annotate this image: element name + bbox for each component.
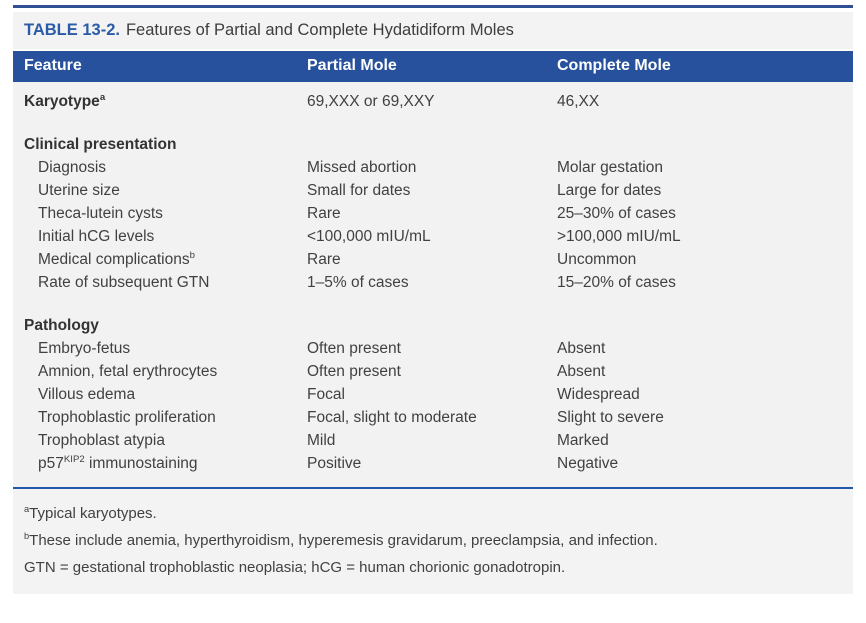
table-13-2: TABLE 13-2. Features of Partial and Compl… [13, 5, 853, 594]
footnote-marker: b [24, 531, 30, 541]
complete-mole-cell: Uncommon [557, 251, 637, 268]
table-row: Embryo-fetus Often present Absent [13, 337, 853, 360]
partial-mole-cell: Mild [307, 432, 336, 449]
superscript: KIP2 [63, 453, 85, 465]
complete-mole-cell: Absent [557, 340, 606, 357]
footnote-line: bThese include anemia, hyperthyroidism, … [24, 531, 658, 549]
section-heading: Clinical presentation [24, 136, 177, 153]
complete-mole-cell: Absent [557, 363, 606, 380]
partial-mole-cell: Missed abortion [307, 159, 417, 176]
table-row: Rate of subsequent GTN 1–5% of cases 15–20… [13, 271, 853, 294]
table-section: Karyotypea 69,XXX or 69,XXY 46,XX [13, 90, 853, 113]
table-row: Trophoblastic proliferation Focal, slight… [13, 406, 853, 429]
feature-cell: Amnion, fetal erythrocytes [13, 360, 307, 383]
footnote-line: GTN = gestational trophoblastic neoplasi… [24, 559, 566, 576]
table-row: Villous edema Focal Widespread [13, 383, 853, 406]
partial-mole-cell: Positive [307, 455, 362, 472]
table-row: Theca-lutein cysts Rare 25–30% of cases [13, 202, 853, 225]
feature-cell: Rate of subsequent GTN [13, 271, 307, 294]
text-fragment: Trophoblast atypia [38, 432, 165, 449]
feature-cell: Uterine size [13, 179, 307, 202]
complete-mole-cell: 25–30% of cases [557, 205, 676, 222]
superscript: b [189, 249, 195, 261]
superscript: a [99, 91, 106, 103]
partial-mole-cell: Often present [307, 363, 401, 380]
feature-cell: Villous edema [13, 383, 307, 406]
complete-mole-cell: 46,XX [557, 93, 600, 110]
table-section: Clinical presentation Diagnosis Missed abo… [13, 133, 853, 294]
footnote-line: aTypical karyotypes. [24, 504, 157, 522]
text-fragment: Medical complications [38, 251, 190, 268]
partial-mole-cell: 1–5% of cases [307, 274, 409, 291]
text-fragment: Diagnosis [38, 159, 107, 176]
section-heading: Pathology [24, 317, 99, 334]
complete-mole-cell: Widespread [557, 386, 640, 403]
complete-mole-cell: Slight to severe [557, 409, 664, 426]
table-title-bar: TABLE 13-2. Features of Partial and Compl… [13, 12, 853, 49]
feature-cell: Diagnosis [13, 156, 307, 179]
partial-mole-cell: Focal, slight to moderate [307, 409, 477, 426]
footnote-marker: a [24, 504, 30, 514]
feature-cell: Theca-lutein cysts [13, 202, 307, 225]
partial-mole-cell: Small for dates [307, 182, 411, 199]
table-number-label: TABLE 13-2. [24, 21, 120, 39]
text-fragment: Trophoblastic proliferation [38, 409, 216, 426]
text-fragment: Villous edema [38, 386, 136, 403]
section-heading-row: Clinical presentation [13, 133, 853, 156]
table-top-rule [13, 5, 853, 8]
complete-mole-cell: Marked [557, 432, 609, 449]
feature-cell: Embryo-fetus [13, 337, 307, 360]
partial-mole-cell: <100,000 mIU/mL [307, 228, 431, 245]
feature-cell: Trophoblast atypia [13, 429, 307, 452]
table-row: Trophoblast atypia Mild Marked [13, 429, 853, 452]
text-fragment: Rate of subsequent GTN [38, 274, 210, 291]
feature-cell: p57KIP2 immunostaining [13, 452, 307, 475]
feature-cell: Trophoblastic proliferation [13, 406, 307, 429]
complete-mole-cell: >100,000 mIU/mL [557, 228, 681, 245]
partial-mole-cell: Rare [307, 205, 341, 222]
text-fragment: Karyotype [24, 93, 100, 110]
footnotes: aTypical karyotypes. bThese include anemi… [13, 489, 853, 594]
table-body: Karyotypea 69,XXX or 69,XXY 46,XX Clinical … [13, 82, 853, 487]
table-row: Medical complicationsb Rare Uncommon [13, 248, 853, 271]
text-fragment: Initial hCG levels [38, 228, 155, 245]
table-row: Amnion, fetal erythrocytes Often present A… [13, 360, 853, 383]
feature-cell: Karyotypea [13, 90, 307, 113]
text-fragment: Uterine size [38, 182, 120, 199]
footnote-divider-rule [13, 487, 853, 489]
table-row: Diagnosis Missed abortion Molar gestation [13, 156, 853, 179]
complete-mole-cell: Negative [557, 455, 619, 472]
column-header-complete-mole: Complete Mole [557, 57, 671, 74]
table-header-row: Feature Partial Mole Complete Mole [13, 51, 853, 82]
feature-cell: Medical complicationsb [13, 248, 307, 271]
table-row: Initial hCG levels <100,000 mIU/mL >100,00… [13, 225, 853, 248]
text-fragment: immunostaining [84, 455, 198, 472]
complete-mole-cell: 15–20% of cases [557, 274, 676, 291]
text-fragment: Embryo-fetus [38, 340, 131, 357]
feature-cell: Initial hCG levels [13, 225, 307, 248]
table-section: Pathology Embryo-fetus Often present Absent… [13, 314, 853, 475]
partial-mole-cell: Often present [307, 340, 401, 357]
partial-mole-cell: Focal [307, 386, 345, 403]
table-row: Karyotypea 69,XXX or 69,XXY 46,XX [13, 90, 853, 113]
complete-mole-cell: Molar gestation [557, 159, 663, 176]
partial-mole-cell: Rare [307, 251, 341, 268]
partial-mole-cell: 69,XXX or 69,XXY [307, 93, 435, 110]
column-header-partial-mole: Partial Mole [307, 57, 397, 74]
section-heading-row: Pathology [13, 314, 853, 337]
column-header-feature: Feature [24, 57, 82, 74]
text-fragment: p57 [38, 455, 64, 472]
text-fragment: Theca-lutein cysts [38, 205, 163, 222]
complete-mole-cell: Large for dates [557, 182, 662, 199]
table-row: p57KIP2 immunostaining Positive Negative [13, 452, 853, 475]
table-title: Features of Partial and Complete Hydatid… [125, 21, 514, 39]
text-fragment: Amnion, fetal erythrocytes [38, 363, 218, 380]
table-row: Uterine size Small for dates Large for dat… [13, 179, 853, 202]
